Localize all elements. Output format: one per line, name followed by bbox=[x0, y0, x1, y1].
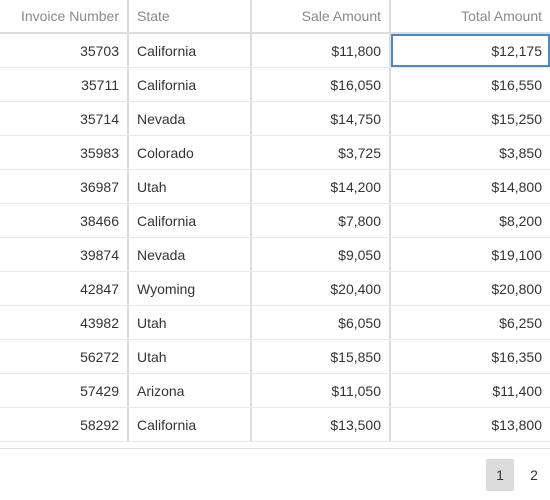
table-row[interactable]: 56272 Utah $15,850 $16,350 bbox=[0, 340, 550, 374]
cell-invoice-number[interactable]: 56272 bbox=[0, 340, 129, 373]
table-row[interactable]: 57429 Arizona $11,050 $11,400 bbox=[0, 374, 550, 408]
cell-sale-amount[interactable]: $11,050 bbox=[252, 374, 391, 407]
cell-total-amount[interactable]: $13,800 bbox=[491, 416, 542, 433]
cell-invoice-number[interactable]: 57429 bbox=[0, 374, 129, 407]
cell-state[interactable]: California bbox=[129, 68, 252, 101]
cell-sale-amount[interactable]: $14,750 bbox=[252, 102, 391, 135]
page-button-2[interactable]: 2 bbox=[530, 467, 538, 483]
cell-state[interactable]: Utah bbox=[129, 170, 252, 203]
cell-sale-amount[interactable]: $11,800 bbox=[252, 34, 391, 67]
cell-invoice-number[interactable]: 43982 bbox=[0, 306, 129, 339]
cell-total-amount[interactable]: $6,250 bbox=[499, 314, 542, 331]
cell-sale-amount[interactable]: $20,400 bbox=[252, 272, 391, 305]
table-row[interactable]: 58292 California $13,500 $13,800 bbox=[0, 408, 550, 442]
cell-total-amount[interactable]: $16,350 bbox=[491, 348, 542, 365]
cell-total-amount[interactable]: $20,800 bbox=[491, 280, 542, 297]
table-row[interactable]: 35983 Colorado $3,725 $3,850 bbox=[0, 136, 550, 170]
data-grid: Invoice Number State Sale Amount Total A… bbox=[0, 0, 550, 442]
table-row[interactable]: 35703 California $11,800 $12,175 bbox=[0, 34, 550, 68]
table-row[interactable]: 39874 Nevada $9,050 $19,100 bbox=[0, 238, 550, 272]
cell-invoice-number[interactable]: 39874 bbox=[0, 238, 129, 271]
cell-invoice-number[interactable]: 35711 bbox=[0, 68, 129, 101]
cell-invoice-number[interactable]: 35703 bbox=[0, 34, 129, 67]
cell-invoice-number[interactable]: 35983 bbox=[0, 136, 129, 169]
cell-invoice-number[interactable]: 38466 bbox=[0, 204, 129, 237]
column-header-sale-amount[interactable]: Sale Amount bbox=[252, 0, 391, 32]
grid-footer: 1 2 bbox=[0, 448, 550, 500]
cell-invoice-number[interactable]: 36987 bbox=[0, 170, 129, 203]
cell-total-amount[interactable]: $8,200 bbox=[499, 212, 542, 229]
cell-total-amount[interactable]: $15,250 bbox=[491, 110, 542, 127]
cell-state[interactable]: Nevada bbox=[129, 102, 252, 135]
table-row[interactable]: 35714 Nevada $14,750 $15,250 bbox=[0, 102, 550, 136]
cell-state[interactable]: Colorado bbox=[129, 136, 252, 169]
cell-state[interactable]: Arizona bbox=[129, 374, 252, 407]
cell-total-amount[interactable]: $3,850 bbox=[499, 144, 542, 161]
page-button-1[interactable]: 1 bbox=[486, 459, 514, 491]
cell-sale-amount[interactable]: $9,050 bbox=[252, 238, 391, 271]
cell-invoice-number[interactable]: 42847 bbox=[0, 272, 129, 305]
column-header-total-amount[interactable]: Total Amount bbox=[461, 8, 542, 24]
cell-invoice-number[interactable]: 58292 bbox=[0, 408, 129, 441]
cell-total-amount[interactable]: $14,800 bbox=[491, 178, 542, 195]
table-row[interactable]: 42847 Wyoming $20,400 $20,800 bbox=[0, 272, 550, 306]
column-header-invoice-number[interactable]: Invoice Number bbox=[0, 0, 129, 32]
table-row[interactable]: 43982 Utah $6,050 $6,250 bbox=[0, 306, 550, 340]
cell-total-amount-focused[interactable]: $12,175 bbox=[391, 34, 550, 67]
cell-sale-amount[interactable]: $13,500 bbox=[252, 408, 391, 441]
cell-total-amount[interactable]: $19,100 bbox=[491, 246, 542, 263]
cell-sale-amount[interactable]: $3,725 bbox=[252, 136, 391, 169]
cell-sale-amount[interactable]: $6,050 bbox=[252, 306, 391, 339]
table-row[interactable]: 36987 Utah $14,200 $14,800 bbox=[0, 170, 550, 204]
cell-sale-amount[interactable]: $14,200 bbox=[252, 170, 391, 203]
pagination: 1 2 bbox=[486, 459, 548, 491]
cell-state[interactable]: California bbox=[129, 204, 252, 237]
cell-invoice-number[interactable]: 35714 bbox=[0, 102, 129, 135]
cell-state[interactable]: Utah bbox=[129, 340, 252, 373]
table-row[interactable]: 35711 California $16,050 $16,550 bbox=[0, 68, 550, 102]
cell-state[interactable]: Nevada bbox=[129, 238, 252, 271]
column-header-state[interactable]: State bbox=[129, 0, 252, 32]
cell-sale-amount[interactable]: $15,850 bbox=[252, 340, 391, 373]
cell-state[interactable]: California bbox=[129, 408, 252, 441]
cell-sale-amount[interactable]: $7,800 bbox=[252, 204, 391, 237]
cell-state[interactable]: California bbox=[129, 34, 252, 67]
cell-total-amount[interactable]: $16,550 bbox=[491, 76, 542, 93]
cell-sale-amount[interactable]: $16,050 bbox=[252, 68, 391, 101]
table-row[interactable]: 38466 California $7,800 $8,200 bbox=[0, 204, 550, 238]
cell-state[interactable]: Wyoming bbox=[129, 272, 252, 305]
cell-total-amount[interactable]: $11,400 bbox=[492, 382, 542, 399]
header-row: Invoice Number State Sale Amount Total A… bbox=[0, 0, 550, 34]
cell-state[interactable]: Utah bbox=[129, 306, 252, 339]
